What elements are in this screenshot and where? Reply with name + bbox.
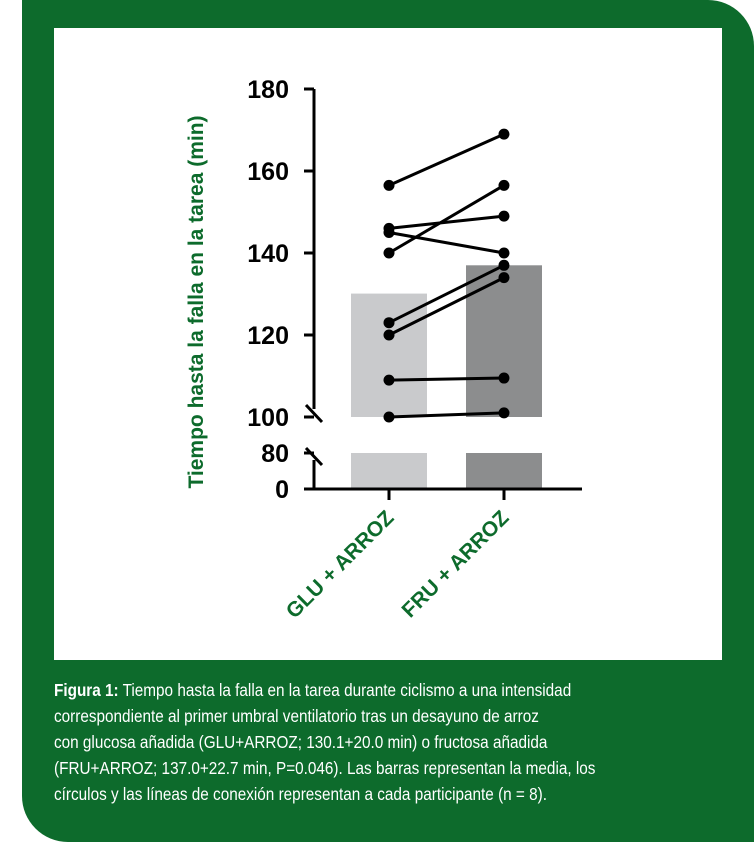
x-axis-group: GLU + ARROZ FRU + ARROZ	[282, 487, 582, 623]
y-tick-label-100: 100	[247, 404, 289, 432]
participant-dot-3-fru	[498, 179, 510, 191]
figure-caption: Figura 1: Tiempo hasta la falla en la ta…	[54, 677, 652, 807]
x-category-label-1: FRU + ARROZ	[398, 506, 514, 622]
participant-line-6	[388, 376, 505, 382]
axis-break-mark-upper	[304, 403, 324, 424]
bar-0-lower	[351, 453, 427, 489]
participant-dot-5-glu	[383, 329, 395, 341]
y-tick-label-80: 80	[261, 440, 289, 468]
participant-dot-4-fru	[498, 259, 510, 271]
y-tick-label-140: 140	[247, 240, 289, 268]
y-axis-group: 0 80 100 120 140 160 180	[247, 76, 324, 504]
participant-line-3	[388, 184, 505, 255]
bars-group	[351, 265, 542, 489]
y-tick-label-0: 0	[275, 476, 289, 504]
bar-1-lower	[466, 453, 542, 489]
participant-dot-7-fru	[498, 407, 510, 419]
bar-1-upper	[466, 265, 542, 417]
bar-0-upper	[351, 293, 427, 417]
participant-dot-0-glu	[383, 179, 395, 191]
participant-dot-2-glu	[383, 227, 395, 238]
participant-line-0	[388, 132, 505, 187]
caption-line-3: con glucosa añadida (GLU+ARROZ; 130.1+20…	[54, 732, 548, 752]
y-axis-label: Tiempo hasta la falla en la tarea (min)	[185, 115, 208, 488]
caption-line-2: correspondiente al primer umbral ventila…	[54, 706, 539, 726]
caption-line-1-text: Tiempo hasta la falla en la tarea durant…	[118, 680, 572, 700]
participant-line-4	[388, 263, 505, 325]
participant-dot-7-glu	[383, 411, 395, 423]
participant-dot-1-fru	[498, 210, 510, 222]
axis-break-mark-lower	[304, 446, 324, 467]
y-tick-label-180: 180	[247, 76, 289, 104]
participant-dot-3-glu	[383, 247, 395, 259]
caption-prefix: Figura 1:	[54, 680, 119, 700]
x-category-label-0: GLU + ARROZ	[282, 506, 399, 623]
participant-line-1	[388, 214, 505, 230]
participant-dot-6-fru	[498, 372, 510, 384]
participant-dot-2-fru	[498, 247, 510, 259]
participant-line-7	[388, 411, 505, 419]
participant-dot-6-glu	[383, 374, 395, 386]
participant-line-5	[388, 276, 505, 337]
caption-line-1: Figura 1: Tiempo hasta la falla en la ta…	[54, 677, 652, 703]
participant-dot-4-glu	[383, 317, 395, 329]
caption-line-4: (FRU+ARROZ; 137.0+22.7 min, P=0.046). La…	[54, 758, 596, 778]
participant-lines-group	[383, 128, 510, 423]
y-tick-label-160: 160	[247, 158, 289, 186]
participant-dot-5-fru	[498, 272, 510, 284]
participant-line-2	[388, 231, 505, 255]
caption-line-5: círculos y las líneas de conexión repres…	[54, 784, 547, 804]
participant-dot-0-fru	[498, 128, 510, 140]
y-tick-label-120: 120	[247, 322, 289, 350]
